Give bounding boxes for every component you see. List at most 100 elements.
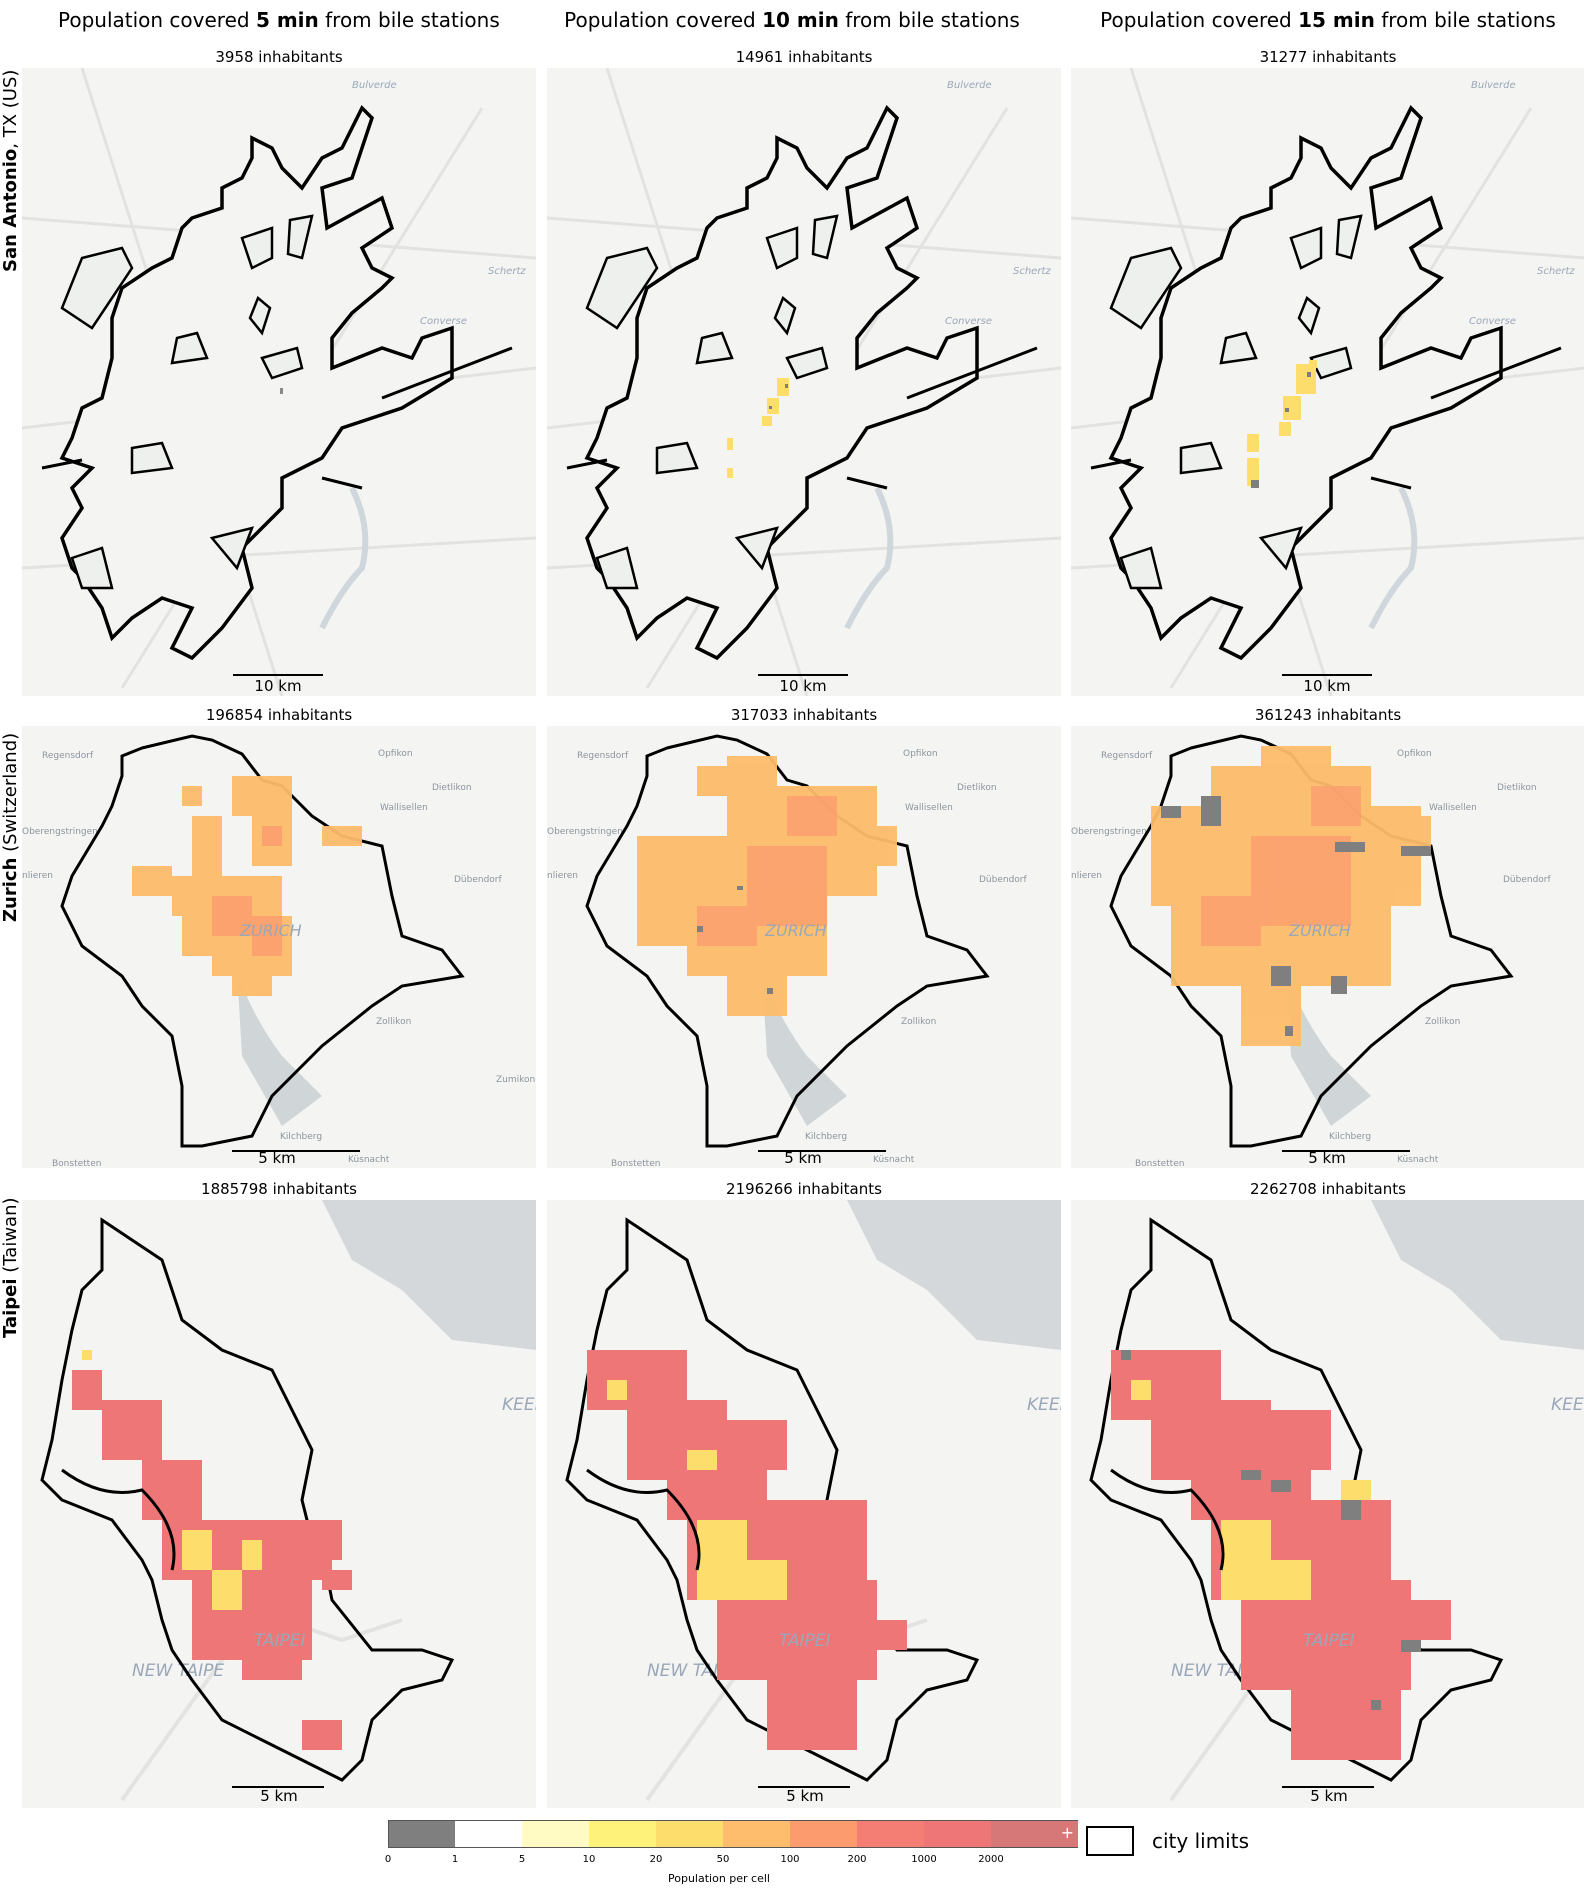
svg-text:nlieren: nlieren xyxy=(547,871,578,881)
svg-text:nlieren: nlieren xyxy=(1071,871,1102,881)
svg-text:Kilchberg: Kilchberg xyxy=(1329,1132,1371,1142)
svg-text:Bonstetten: Bonstetten xyxy=(611,1159,660,1168)
svg-text:NEW TAIPE: NEW TAIPE xyxy=(132,1661,224,1681)
column-title-10min: Population covered 10 min from bile stat… xyxy=(564,8,1020,32)
colorbar-seg-3 xyxy=(589,1820,656,1848)
svg-text:TAIPEI: TAIPEI xyxy=(779,1631,830,1651)
map-zurich-15min: Regensdorf Opfikon Dietlikon Wallisellen… xyxy=(1071,726,1584,1168)
cb-tick-6: 100 xyxy=(780,1854,800,1865)
map-zurich-5min: Regensdorf Opfikon Dietlikon Wallisellen… xyxy=(22,726,536,1168)
svg-text:Regensdorf: Regensdorf xyxy=(42,751,94,761)
svg-text:KEEL: KEEL xyxy=(1027,1395,1061,1415)
svg-text:Schertz: Schertz xyxy=(1013,266,1051,277)
svg-text:Schertz: Schertz xyxy=(488,266,526,277)
map-taipei-10min: KEEL NEW TAIPEI TAIPEI xyxy=(547,1200,1061,1808)
svg-text:Opfikon: Opfikon xyxy=(903,749,938,759)
svg-text:Zollikon: Zollikon xyxy=(901,1017,936,1027)
svg-text:Dübendorf: Dübendorf xyxy=(979,875,1028,885)
scalelabel-tp-5: 5 km xyxy=(260,1787,298,1805)
count-zh-5: 196854 inhabitants xyxy=(205,706,353,724)
svg-text:Bulverde: Bulverde xyxy=(352,80,397,91)
column-title-15min: Population covered 15 min from bile stat… xyxy=(1100,8,1556,32)
colorbar-seg-0 xyxy=(388,1820,455,1848)
count-tp-15: 2262708 inhabitants xyxy=(1250,1180,1406,1198)
map-san-antonio-5min: Bulverde Schertz Converse SAN ANTONIO He… xyxy=(22,68,536,696)
svg-text:Küsnacht: Küsnacht xyxy=(348,1155,390,1165)
row-label-zurich: Zurich (Switzerland) xyxy=(0,732,21,922)
svg-text:Bonstetten: Bonstetten xyxy=(1135,1159,1184,1168)
scalelabel-sa-5: 10 km xyxy=(254,677,302,695)
svg-text:Dietlikon: Dietlikon xyxy=(432,783,472,793)
scalelabel-zh-15: 5 km xyxy=(1308,1149,1346,1167)
svg-text:Oberengstringen: Oberengstringen xyxy=(22,827,98,837)
svg-text:Bulverde: Bulverde xyxy=(1471,80,1516,91)
scalebar-zh-10 xyxy=(758,1150,886,1152)
colorbar-title: Population per cell xyxy=(668,1872,770,1885)
cb-tick-7: 200 xyxy=(847,1854,867,1865)
count-zh-15: 361243 inhabitants xyxy=(1254,706,1402,724)
cb-tick-4: 20 xyxy=(649,1854,663,1865)
cb-tick-3: 10 xyxy=(582,1854,596,1865)
svg-text:Zollikon: Zollikon xyxy=(1425,1017,1460,1027)
scalebar-tp-15 xyxy=(1282,1786,1374,1788)
colorbar-seg-1 xyxy=(455,1820,522,1848)
scalebar-sa-10 xyxy=(758,674,848,676)
svg-text:Opfikon: Opfikon xyxy=(1397,749,1432,759)
count-tp-10: 2196266 inhabitants xyxy=(726,1180,882,1198)
cb-tick-2: 5 xyxy=(518,1854,526,1865)
svg-text:Oberengstringen: Oberengstringen xyxy=(547,827,623,837)
count-sa-10: 14961 inhabitants xyxy=(735,48,873,66)
colorbar-seg-7 xyxy=(857,1820,924,1848)
count-tp-5: 1885798 inhabitants xyxy=(201,1180,357,1198)
svg-text:Zumikon: Zumikon xyxy=(496,1075,535,1085)
svg-text:Küsnacht: Küsnacht xyxy=(873,1155,915,1165)
scalebar-sa-5 xyxy=(233,674,323,676)
map-zurich-10min: Regensdorf Opfikon Dietlikon Wallisellen… xyxy=(547,726,1061,1168)
cb-tick-5: 50 xyxy=(716,1854,730,1865)
svg-text:Oberengstringen: Oberengstringen xyxy=(1071,827,1147,837)
map-san-antonio-10min: Bulverde Schertz Converse SAN ANTONIO He… xyxy=(547,68,1061,696)
svg-text:Opfikon: Opfikon xyxy=(378,749,413,759)
scalebar-tp-5 xyxy=(232,1786,324,1788)
svg-text:Zollikon: Zollikon xyxy=(376,1017,411,1027)
scalebar-zh-5 xyxy=(232,1150,360,1152)
count-zh-10: 317033 inhabitants xyxy=(730,706,878,724)
svg-text:Bonstetten: Bonstetten xyxy=(52,1159,101,1168)
scalelabel-sa-15: 10 km xyxy=(1303,677,1351,695)
scalelabel-tp-10: 5 km xyxy=(786,1787,824,1805)
row-label-taipei: Taipei (Taiwan) xyxy=(0,1197,21,1338)
svg-text:Regensdorf: Regensdorf xyxy=(1101,751,1153,761)
colorbar-seg-6 xyxy=(790,1820,857,1848)
count-sa-15: 31277 inhabitants xyxy=(1259,48,1397,66)
svg-text:Dübendorf: Dübendorf xyxy=(454,875,503,885)
svg-text:Converse: Converse xyxy=(1469,316,1516,327)
colorbar-seg-5 xyxy=(723,1820,790,1848)
cb-tick-8: 1000 xyxy=(911,1854,937,1865)
svg-text:Converse: Converse xyxy=(420,316,467,327)
scalelabel-tp-15: 5 km xyxy=(1310,1787,1348,1805)
city-limits-legend-label: city limits xyxy=(1152,1829,1250,1853)
cb-tick-9: 2000 xyxy=(978,1854,1004,1865)
cb-tick-0: 0 xyxy=(384,1854,392,1865)
scalelabel-zh-10: 5 km xyxy=(784,1149,822,1167)
svg-text:Bulverde: Bulverde xyxy=(947,80,992,91)
colorbar: + xyxy=(388,1820,1078,1848)
svg-text:Schertz: Schertz xyxy=(1537,266,1575,277)
svg-text:ZURICH: ZURICH xyxy=(239,921,302,940)
map-taipei-5min: KEEL NEW TAIPE TAIPEI xyxy=(22,1200,536,1808)
scalebar-sa-15 xyxy=(1282,674,1372,676)
svg-text:TAIPEI: TAIPEI xyxy=(1303,1631,1354,1651)
scalebar-zh-15 xyxy=(1282,1150,1410,1152)
colorbar-seg-8 xyxy=(924,1820,991,1848)
svg-text:Dietlikon: Dietlikon xyxy=(1497,783,1537,793)
colorbar-seg-4 xyxy=(656,1820,723,1848)
svg-text:Wallisellen: Wallisellen xyxy=(905,803,953,813)
count-sa-5: 3958 inhabitants xyxy=(215,48,343,66)
svg-text:Kilchberg: Kilchberg xyxy=(280,1132,322,1142)
colorbar-extend-icon: + xyxy=(1060,1823,1074,1842)
svg-text:ZURICH: ZURICH xyxy=(764,921,827,940)
svg-text:Wallisellen: Wallisellen xyxy=(380,803,428,813)
city-limits-legend-swatch xyxy=(1086,1826,1134,1856)
svg-text:Dübendorf: Dübendorf xyxy=(1503,875,1552,885)
colorbar-seg-9: + xyxy=(991,1820,1078,1848)
